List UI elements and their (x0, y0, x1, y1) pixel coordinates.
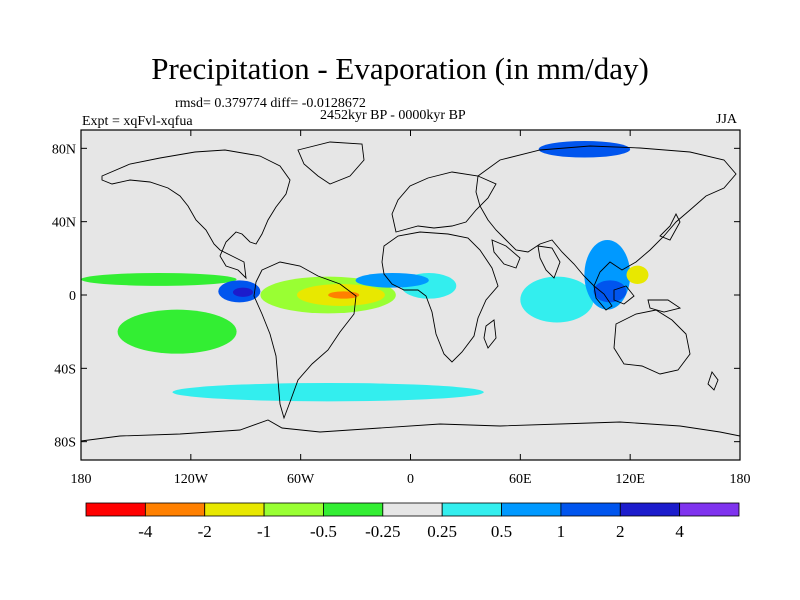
lat-label: 80S (54, 436, 76, 451)
anomaly-atlantic-itcz-dry-core (328, 291, 360, 299)
colorbar: -4 -2 -1 -0.5 -0.25 0.25 0.5 1 2 4 (85, 502, 740, 541)
lon-label: 180 (71, 472, 92, 487)
colorbar-label: -2 (198, 522, 212, 541)
colorbar-label: -1 (257, 522, 271, 541)
coastline-north-america (101, 149, 291, 280)
coastline-new-guinea (647, 299, 682, 313)
colorbar-label: -0.25 (365, 522, 400, 541)
colorbar-box (323, 502, 384, 517)
anomaly-field (81, 141, 649, 402)
season-label: JJA (716, 112, 738, 127)
anomaly-maritime-wet-core (593, 280, 627, 303)
coastline-asia (475, 145, 737, 287)
colorbar-box (382, 502, 443, 517)
colorbar-label: 0.5 (491, 522, 512, 541)
coastline-japan (659, 212, 681, 241)
coastlines (81, 141, 740, 442)
colorbar-label: 2 (616, 522, 625, 541)
lon-label: 0 (407, 472, 414, 487)
lon-label: 60W (287, 472, 315, 487)
coastline-borneo (613, 285, 635, 305)
lon-label: 120E (615, 472, 645, 487)
stats-label: rmsd= 0.379774 diff= -0.0128672 (175, 96, 366, 111)
anomaly-arctic-wet (538, 141, 631, 158)
colorbar-box (85, 502, 146, 517)
anomaly-north-pacific-band (81, 273, 237, 286)
lon-label: 120W (174, 472, 209, 487)
colorbar-box (560, 502, 621, 517)
colorbar-box (619, 502, 681, 517)
coastline-new-zealand (707, 371, 719, 391)
anomaly-west-pacific-dry (626, 265, 649, 285)
coastline-greenland (297, 141, 365, 185)
anomaly-east-pacific-wet-core (232, 287, 254, 297)
colorbar-box (263, 502, 324, 517)
anomaly-atlantic-itcz-moist-north (355, 273, 429, 288)
anomaly-south-pacific-band (117, 309, 237, 354)
colorbar-box (204, 502, 265, 517)
coastline-antarctica (81, 419, 740, 442)
colorbar-label: -0.5 (310, 522, 337, 541)
lon-label: 180 (730, 472, 751, 487)
lat-label: 80N (52, 142, 76, 157)
colorbar-label: 4 (675, 522, 684, 541)
plot-title: Precipitation - Evaporation (in mm/day) (151, 51, 649, 86)
coastline-south-america (253, 261, 357, 420)
coastline-india (537, 245, 561, 279)
period-label: 2452kyr BP - 0000kyr BP (320, 108, 466, 123)
coastline-australia (613, 309, 691, 375)
colorbar-box (144, 502, 206, 517)
colorbar-label: 0.25 (427, 522, 457, 541)
colorbar-box (441, 502, 502, 517)
coastline-sumatra (593, 284, 613, 311)
coastline-europe (391, 171, 497, 233)
axis-ticks: 80N 40N 0 40S 80S 180 120W 60W 0 60E 120E 180 (52, 130, 751, 487)
coastline-madagascar (483, 319, 497, 349)
coastline-africa (381, 231, 499, 363)
lat-label: 40S (54, 362, 76, 377)
colorbar-box (501, 502, 562, 517)
colorbar-box (679, 502, 740, 517)
anomaly-indian-ocean-moist (520, 276, 594, 323)
lon-label: 60E (509, 472, 532, 487)
experiment-label: Expt = xqFvl-xqfua (82, 114, 193, 129)
coastline-arabia (491, 239, 521, 269)
lat-label: 0 (69, 289, 76, 304)
colorbar-label: 1 (557, 522, 566, 541)
colorbar-label: -4 (138, 522, 153, 541)
anomaly-southern-ocean-moist (172, 383, 484, 402)
lat-label: 40N (52, 216, 76, 231)
